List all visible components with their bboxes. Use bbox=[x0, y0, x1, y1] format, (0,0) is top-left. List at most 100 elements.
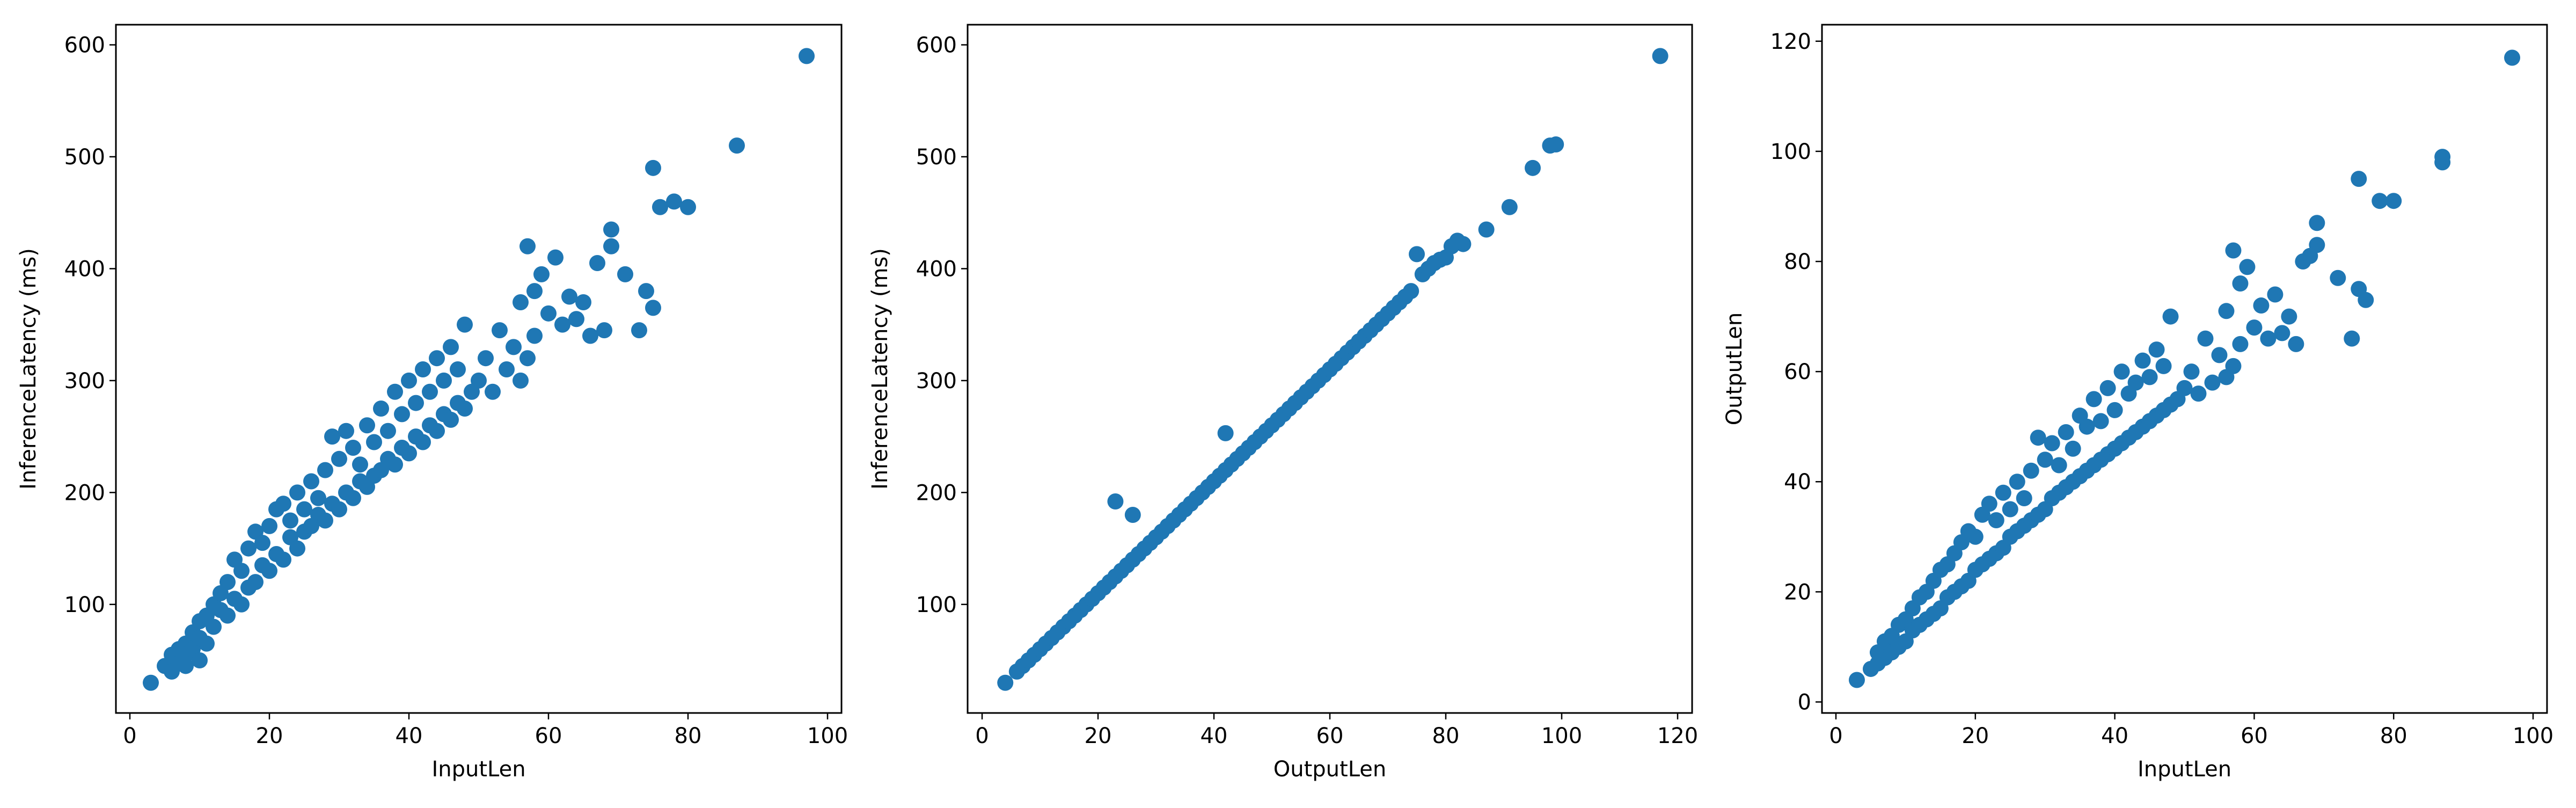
data-point bbox=[652, 199, 668, 215]
data-point bbox=[1455, 236, 1472, 252]
x-axis-ticks: 0 20 40 60 80 100 bbox=[123, 713, 848, 748]
data-point bbox=[575, 294, 591, 310]
data-point bbox=[2218, 303, 2235, 319]
data-point bbox=[2385, 193, 2402, 209]
data-point bbox=[1409, 246, 1425, 263]
data-point bbox=[554, 316, 570, 333]
data-point bbox=[2162, 308, 2179, 325]
data-point bbox=[2065, 440, 2081, 457]
x-axis-title: OutputLen bbox=[1274, 757, 1387, 782]
data-point bbox=[526, 327, 543, 344]
data-point bbox=[2239, 259, 2256, 275]
data-point bbox=[233, 596, 250, 613]
x-tick-label: 100 bbox=[2513, 724, 2553, 748]
data-point bbox=[2211, 347, 2228, 363]
data-point bbox=[247, 574, 264, 591]
data-point bbox=[526, 283, 543, 300]
data-point bbox=[2009, 474, 2025, 490]
data-point bbox=[401, 445, 417, 462]
y-tick-label: 500 bbox=[64, 145, 105, 170]
data-point bbox=[338, 423, 354, 439]
data-point bbox=[1217, 425, 1234, 441]
data-point bbox=[2253, 297, 2270, 314]
data-point bbox=[2232, 336, 2249, 352]
y-tick-label: 300 bbox=[916, 369, 957, 394]
x-axis-title: InputLen bbox=[2138, 757, 2231, 782]
data-point bbox=[436, 372, 452, 389]
data-point bbox=[401, 372, 417, 389]
data-point bbox=[240, 540, 257, 557]
y-tick-label: 200 bbox=[916, 481, 957, 505]
data-point bbox=[2079, 418, 2095, 435]
data-point bbox=[2058, 424, 2074, 440]
data-point bbox=[2204, 374, 2221, 391]
data-point bbox=[2232, 275, 2249, 292]
y-tick-label: 80 bbox=[1784, 250, 1811, 274]
x-axis-ticks: 0 20 40 60 80 100 bbox=[1829, 713, 2553, 748]
data-point bbox=[596, 322, 612, 339]
data-point bbox=[2274, 325, 2290, 341]
data-point bbox=[492, 322, 508, 339]
data-point bbox=[519, 238, 536, 254]
y-tick-label: 300 bbox=[64, 369, 105, 394]
panel-latency-vs-inputlen: 0 20 40 60 80 100 100 200 300 400 500 600 InputLen… bbox=[16, 24, 848, 782]
data-point bbox=[568, 311, 584, 327]
data-point bbox=[2309, 237, 2325, 253]
data-point bbox=[415, 361, 431, 378]
data-point bbox=[519, 350, 536, 367]
x-tick-label: 80 bbox=[2380, 724, 2407, 748]
data-point bbox=[206, 618, 222, 635]
y-axis-ticks: 100 200 300 400 500 600 bbox=[916, 33, 968, 617]
data-point bbox=[2288, 336, 2304, 352]
x-tick-label: 40 bbox=[2101, 724, 2128, 748]
data-point bbox=[680, 199, 696, 215]
panel-latency-vs-outputlen: 0 20 40 60 80 100 120 100 200 300 400 500 600 Outpu… bbox=[868, 24, 1698, 782]
data-point bbox=[261, 563, 277, 579]
data-point bbox=[2127, 374, 2144, 391]
data-point bbox=[2190, 385, 2207, 402]
data-point bbox=[317, 462, 333, 478]
y-tick-label: 100 bbox=[64, 593, 105, 617]
data-point bbox=[2246, 319, 2263, 336]
data-point bbox=[561, 288, 577, 305]
x-tick-label: 60 bbox=[1316, 724, 1344, 748]
data-point bbox=[2148, 341, 2165, 358]
y-tick-label: 100 bbox=[916, 593, 957, 617]
data-point bbox=[2113, 363, 2130, 380]
y-axis-title: InferenceLatency (ms) bbox=[16, 248, 41, 490]
data-point bbox=[513, 372, 529, 389]
scatter-points bbox=[143, 48, 815, 691]
data-point bbox=[485, 383, 501, 400]
data-point bbox=[799, 48, 815, 64]
data-point bbox=[582, 327, 598, 344]
data-point bbox=[478, 350, 494, 367]
data-point bbox=[282, 512, 298, 529]
data-point bbox=[1478, 221, 1495, 238]
data-point bbox=[506, 339, 522, 355]
y-tick-label: 600 bbox=[64, 33, 105, 58]
data-point bbox=[289, 540, 305, 557]
data-point bbox=[457, 316, 473, 333]
y-axis-ticks: 100 200 300 400 500 600 bbox=[64, 33, 116, 617]
x-tick-label: 20 bbox=[1962, 724, 1989, 748]
y-tick-label: 20 bbox=[1784, 580, 1811, 605]
data-point bbox=[254, 535, 270, 551]
plot-frame bbox=[115, 24, 843, 714]
x-tick-label: 0 bbox=[123, 724, 136, 748]
data-point bbox=[143, 674, 159, 691]
data-point bbox=[2330, 270, 2346, 286]
y-tick-label: 60 bbox=[1784, 360, 1811, 384]
data-point bbox=[638, 283, 654, 300]
data-point bbox=[219, 607, 236, 624]
data-point bbox=[303, 473, 319, 490]
data-point bbox=[457, 401, 473, 417]
data-point bbox=[2281, 308, 2297, 325]
data-point bbox=[1848, 672, 1865, 688]
data-point bbox=[394, 406, 410, 423]
data-point bbox=[352, 456, 368, 473]
y-tick-label: 100 bbox=[1770, 140, 1811, 164]
scatter-points bbox=[1848, 49, 2521, 688]
x-tick-label: 40 bbox=[396, 724, 423, 748]
panel-outputlen-vs-inputlen: 0 20 40 60 80 100 0 20 40 60 80 100 120 InputLen Ou… bbox=[1722, 24, 2553, 782]
